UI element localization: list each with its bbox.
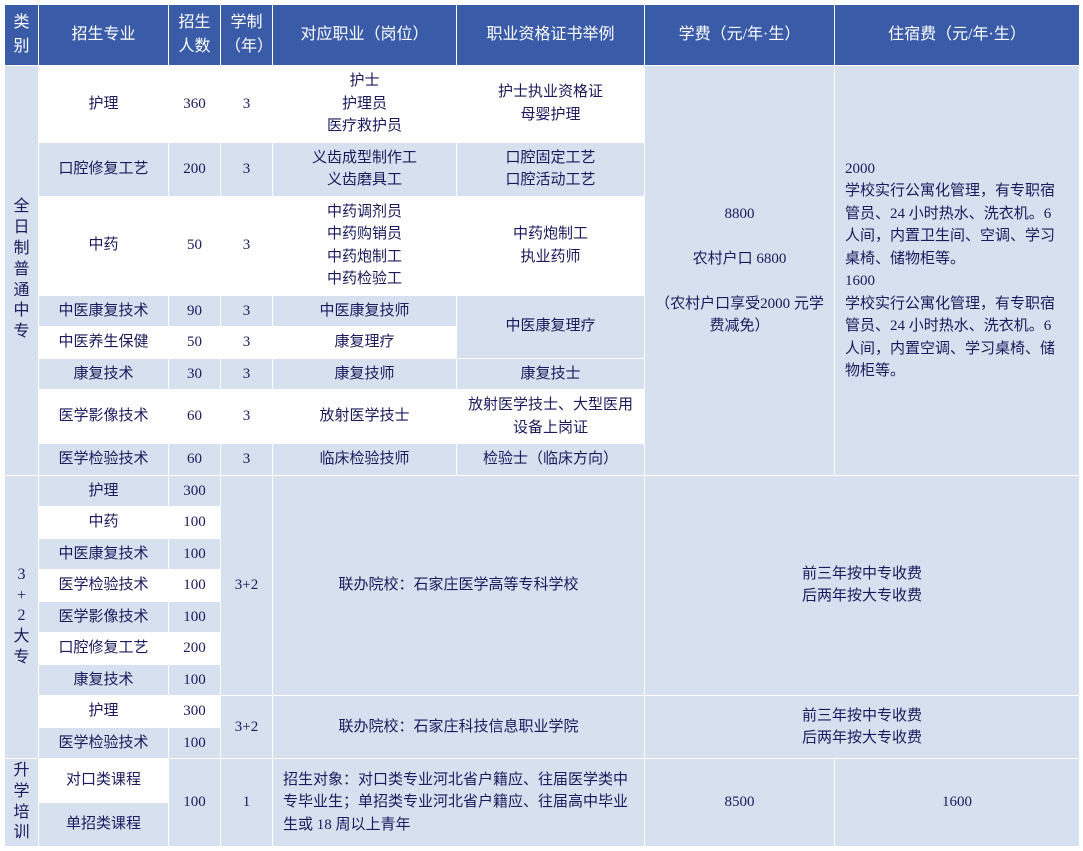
col-tuition: 学费（元/年·生） [645, 5, 835, 66]
cell-desc: 联办院校：石家庄科技信息职业学院 [273, 696, 645, 759]
cell-enroll: 100 [169, 570, 221, 602]
col-job: 对应职业（岗位） [273, 5, 457, 66]
cell-years: 3 [221, 444, 273, 476]
cell-years: 3 [221, 390, 273, 444]
cell-desc-training: 招生对象：对口类专业河北省户籍应、往届医学类中专毕业生；单招类专业河北省户籍应、… [273, 759, 645, 847]
cell-years: 3 [221, 295, 273, 327]
cell-cert: 护士执业资格证母婴护理 [457, 66, 645, 143]
cell-job: 护士护理员医疗救护员 [273, 66, 457, 143]
cell-years: 3 [221, 142, 273, 196]
cell-enroll: 300 [169, 696, 221, 728]
col-cert: 职业资格证书举例 [457, 5, 645, 66]
cell-enroll: 90 [169, 295, 221, 327]
cell-major: 中药 [39, 507, 169, 539]
cell-major: 康复技术 [39, 358, 169, 390]
cell-job: 临床检验技师 [273, 444, 457, 476]
cell-job: 中药调剂员中药购销员中药炮制工中药检验工 [273, 196, 457, 295]
cell-cert: 康复技士 [457, 358, 645, 390]
cell-dorm-fulltime: 2000学校实行公寓化管理，有专职宿管员、24 小时热水、洗衣机。6 人间，内置… [835, 66, 1080, 476]
cell-enroll: 30 [169, 358, 221, 390]
category-fulltime: 全日制普通中专 [5, 66, 39, 476]
cell-major: 医学影像技术 [39, 390, 169, 444]
cell-major: 护理 [39, 696, 169, 728]
cell-job: 康复理疗 [273, 327, 457, 359]
cell-major: 中医养生保健 [39, 327, 169, 359]
cell-enroll: 100 [169, 759, 221, 847]
enrollment-table: 类别 招生专业 招生人数 学制（年） 对应职业（岗位） 职业资格证书举例 学费（… [4, 4, 1080, 847]
cell-major: 医学检验技术 [39, 570, 169, 602]
cell-cert: 口腔固定工艺口腔活动工艺 [457, 142, 645, 196]
col-enroll: 招生人数 [169, 5, 221, 66]
cell-enroll: 300 [169, 475, 221, 507]
cell-cert: 中药炮制工执业药师 [457, 196, 645, 295]
cell-major: 单招类课程 [39, 803, 169, 847]
cell-major: 中医康复技术 [39, 538, 169, 570]
cell-major: 中药 [39, 196, 169, 295]
cell-job: 康复技师 [273, 358, 457, 390]
cell-years: 3 [221, 66, 273, 143]
col-years: 学制（年） [221, 5, 273, 66]
cell-tuition-fulltime: 8800农村户口 6800（农村户口享受2000 元学费减免） [645, 66, 835, 476]
cell-years: 3 [221, 327, 273, 359]
cell-job: 中医康复技师 [273, 295, 457, 327]
cell-major: 中医康复技术 [39, 295, 169, 327]
cell-major: 对口类课程 [39, 759, 169, 803]
cell-major: 医学影像技术 [39, 601, 169, 633]
cell-enroll: 60 [169, 390, 221, 444]
cell-enroll: 100 [169, 601, 221, 633]
cell-tuition-training: 8500 [645, 759, 835, 847]
cell-dorm-training: 1600 [835, 759, 1080, 847]
cell-years: 1 [221, 759, 273, 847]
cell-enroll: 50 [169, 327, 221, 359]
col-dorm: 住宿费（元/年·生） [835, 5, 1080, 66]
cell-job: 放射医学技士 [273, 390, 457, 444]
cell-desc: 联办院校：石家庄医学高等专科学校 [273, 475, 645, 696]
category-threeplustwo: 3+2大专 [5, 475, 39, 759]
cell-enroll: 100 [169, 727, 221, 759]
cell-major: 口腔修复工艺 [39, 633, 169, 665]
col-major: 招生专业 [39, 5, 169, 66]
cell-enroll: 100 [169, 507, 221, 539]
cell-years: 3 [221, 196, 273, 295]
cell-major: 护理 [39, 475, 169, 507]
cell-cert: 放射医学技士、大型医用设备上岗证 [457, 390, 645, 444]
cell-enroll: 50 [169, 196, 221, 295]
col-category: 类别 [5, 5, 39, 66]
cell-fee-tp2: 前三年按中专收费后两年按大专收费 [645, 696, 1080, 759]
cell-years: 3+2 [221, 475, 273, 696]
cell-major: 口腔修复工艺 [39, 142, 169, 196]
cell-major: 康复技术 [39, 664, 169, 696]
header-row: 类别 招生专业 招生人数 学制（年） 对应职业（岗位） 职业资格证书举例 学费（… [5, 5, 1080, 66]
cell-major: 医学检验技术 [39, 727, 169, 759]
cell-major: 医学检验技术 [39, 444, 169, 476]
cell-enroll: 100 [169, 538, 221, 570]
cell-enroll: 360 [169, 66, 221, 143]
table-body: 全日制普通中专护理3603护士护理员医疗救护员护士执业资格证母婴护理8800农村… [5, 66, 1080, 847]
cell-years: 3+2 [221, 696, 273, 759]
cell-enroll: 60 [169, 444, 221, 476]
cell-major: 护理 [39, 66, 169, 143]
cell-job: 义齿成型制作工义齿磨具工 [273, 142, 457, 196]
cell-cert: 中医康复理疗 [457, 295, 645, 358]
cell-cert: 检验士（临床方向） [457, 444, 645, 476]
cell-enroll: 200 [169, 142, 221, 196]
cell-enroll: 200 [169, 633, 221, 665]
category-training: 升学培训 [5, 759, 39, 847]
cell-years: 3 [221, 358, 273, 390]
cell-fee-tp1: 前三年按中专收费后两年按大专收费 [645, 475, 1080, 696]
cell-enroll: 100 [169, 664, 221, 696]
